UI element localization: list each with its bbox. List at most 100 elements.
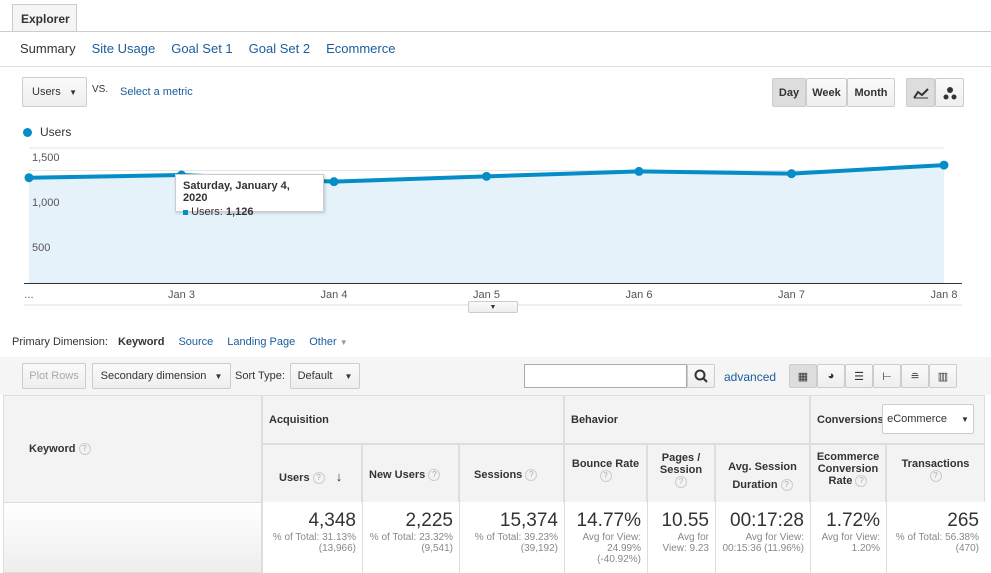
total-cell: 1.72% Avg for View: 1.20% (810, 502, 886, 573)
help-icon: ? (855, 475, 868, 488)
col-label: Avg. Session Duration (728, 461, 797, 491)
dimension-source[interactable]: Source (178, 336, 214, 348)
period-toggle: Day Week Month (772, 78, 895, 107)
select-metric-link[interactable]: Select a metric (120, 86, 193, 98)
data-table-view-icon[interactable]: ▦ (789, 364, 817, 388)
col-users[interactable]: Users ? ↓ (262, 444, 362, 503)
total-value: 2,225 (405, 510, 453, 531)
area-fill (29, 165, 944, 283)
total-cell: 2,225% of Total: 23.32% (9,541) (362, 502, 459, 573)
help-icon: ? (780, 479, 793, 492)
plot-rows-button[interactable]: Plot Rows (22, 363, 86, 389)
conversions-label: Conversions (817, 414, 884, 426)
report-subnav: Summary Site Usage Goal Set 1 Goal Set 2… (20, 41, 395, 56)
total-cell: 00:17:28 Avg for View: 00:15:36 (11.96%) (715, 502, 810, 573)
divider (0, 66, 991, 67)
col-label: Pages / Session (659, 452, 703, 476)
vs-label: VS. (92, 84, 109, 95)
subnav-goal-set-1[interactable]: Goal Set 1 (171, 41, 233, 56)
table-view-toggle: ▦ ◕ ☰ ⊢ ≘ ▥ (789, 364, 957, 388)
col-label: Users (279, 472, 310, 484)
total-cell: 10.55 Avg for View: 9.23 (647, 502, 715, 573)
caret-down-icon: ▼ (69, 87, 77, 97)
col-ecommerce-conversion-rate[interactable]: Ecommerce Conversion Rate ? (810, 444, 886, 503)
chart-tooltip: Saturday, January 4, 2020 Users: 1,126 (175, 174, 324, 218)
metric-select[interactable]: Users ▼ (22, 77, 87, 107)
keyword-header-label: Keyword (29, 443, 76, 455)
total-subtext: Avg for View: 00:15:36 (11.96%) (722, 532, 804, 554)
help-icon: ? (312, 472, 325, 485)
totals-row-label (3, 502, 262, 573)
legend-label: Users (40, 125, 72, 139)
col-new-users[interactable]: New Users ? (362, 444, 459, 503)
sort-desc-icon: ↓ (335, 469, 343, 484)
subnav-summary[interactable]: Summary (20, 41, 76, 56)
dimension-other-label: Other (309, 336, 337, 348)
search-button[interactable] (687, 364, 715, 388)
period-week[interactable]: Week (806, 78, 847, 107)
conversions-select[interactable]: eCommerce ▼ (882, 404, 974, 434)
total-value: 1.72% (826, 510, 880, 531)
data-point (329, 177, 339, 187)
total-subtext: Avg for View: 1.20% (821, 532, 880, 554)
dimension-keyword[interactable]: Keyword (117, 336, 165, 348)
help-icon: ? (428, 469, 441, 482)
term-cloud-view-icon[interactable]: ≘ (901, 364, 929, 388)
col-pages-session[interactable]: Pages / Session? (647, 444, 715, 503)
table-search-input[interactable] (524, 364, 687, 388)
pie-view-icon[interactable]: ◕ (817, 364, 845, 388)
col-label: New Users (369, 469, 426, 481)
primary-dimension: Primary Dimension: Keyword Source Landin… (12, 336, 348, 348)
subnav-ecommerce[interactable]: Ecommerce (326, 41, 396, 56)
total-value: 4,348 (308, 510, 356, 531)
period-month[interactable]: Month (847, 78, 895, 107)
tooltip-value: 1,126 (225, 206, 254, 218)
data-point (939, 160, 949, 170)
data-point (787, 169, 796, 179)
performance-view-icon[interactable]: ☰ (845, 364, 873, 388)
caret-down-icon: ▼ (214, 371, 223, 381)
subnav-site-usage[interactable]: Site Usage (91, 41, 156, 56)
dimension-other[interactable]: Other ▼ (309, 336, 348, 348)
data-point (24, 173, 34, 183)
tab-explorer[interactable]: Explorer (12, 4, 77, 32)
sort-type-select[interactable]: Default ▼ (290, 363, 360, 389)
col-label: Bounce Rate (571, 458, 640, 470)
advanced-link[interactable]: advanced (724, 370, 777, 384)
dimension-landing-page[interactable]: Landing Page (227, 336, 296, 348)
chart-expand-handle[interactable]: ▼ (468, 301, 518, 313)
col-avg-session-duration[interactable]: Avg. Session Duration ? (715, 444, 810, 503)
x-tick-label: Jan 6 (626, 289, 653, 301)
col-transactions[interactable]: Transactions? (886, 444, 985, 503)
sort-type-label: Sort Type: (235, 370, 285, 382)
data-point (482, 171, 491, 181)
col-label: Sessions (474, 469, 523, 481)
caret-down-icon: ▼ (339, 338, 348, 347)
y-tick-label: 1,000 (32, 197, 60, 209)
subnav-goal-set-2[interactable]: Goal Set 2 (248, 41, 311, 56)
col-sessions[interactable]: Sessions ? (459, 444, 564, 503)
pivot-view-icon[interactable]: ▥ (929, 364, 957, 388)
total-value: 265 (947, 510, 979, 531)
y-tick-label: 1,500 (32, 152, 60, 164)
line-chart-icon[interactable] (906, 78, 935, 107)
motion-chart-icon[interactable] (935, 78, 964, 107)
primary-dimension-label: Primary Dimension: (12, 336, 108, 348)
keyword-header[interactable]: Keyword ? (3, 395, 262, 503)
x-tick-label: Jan 7 (778, 289, 805, 301)
col-bounce-rate[interactable]: Bounce Rate? (564, 444, 647, 503)
total-value: 00:17:28 (730, 510, 804, 531)
help-icon: ? (929, 470, 942, 483)
help-icon: ? (78, 443, 91, 456)
period-day[interactable]: Day (772, 78, 806, 107)
secondary-dimension-select[interactable]: Secondary dimension ▼ (92, 363, 231, 389)
caret-down-icon: ▼ (960, 414, 969, 424)
total-subtext: Avg for View: 9.23 (662, 532, 709, 554)
acquisition-group: Acquisition (262, 395, 564, 444)
caret-down-icon: ▼ (344, 371, 353, 381)
total-cell: 4,348% of Total: 31.13% (13,966) (262, 502, 362, 573)
help-icon: ? (675, 476, 687, 489)
y-tick-label: 500 (32, 242, 50, 254)
total-subtext: % of Total: 56.38% (470) (895, 532, 979, 554)
comparison-view-icon[interactable]: ⊢ (873, 364, 901, 388)
